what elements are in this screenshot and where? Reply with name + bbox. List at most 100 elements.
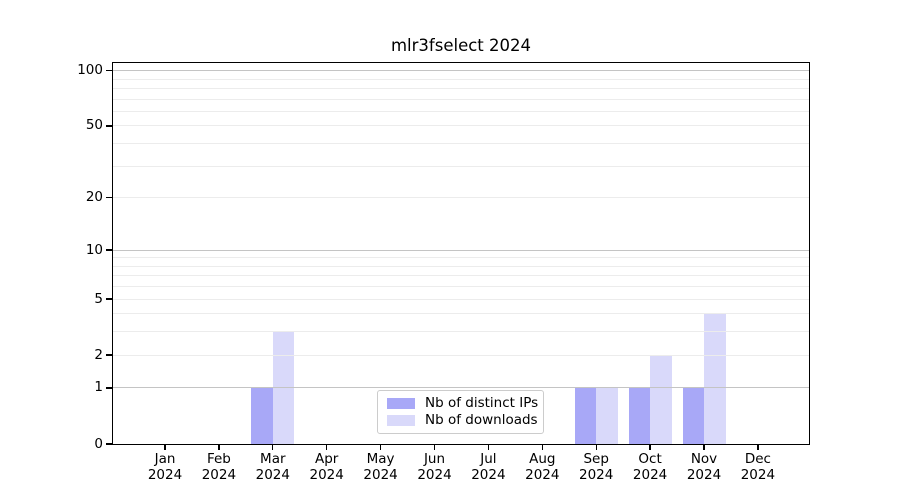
grid-line-minor (113, 313, 809, 315)
y-tick-label: 20 (85, 189, 103, 206)
x-tick (649, 444, 651, 450)
x-tick (703, 444, 705, 450)
x-tick-label-month: Aug (529, 451, 556, 467)
bar-downloads (596, 387, 618, 444)
grid-line-major (113, 387, 809, 389)
y-tick-label: 50 (85, 117, 103, 134)
x-tick-label-month: Apr (315, 451, 339, 467)
grid-line-minor (113, 331, 809, 333)
grid-line-minor (113, 110, 809, 112)
x-tick-label-month: Sep (583, 451, 609, 467)
y-tick-label: 0 (94, 435, 103, 452)
x-tick-label: Oct 2024 (622, 451, 678, 483)
x-tick-label-month: Nov (690, 451, 718, 467)
x-tick (487, 444, 490, 450)
y-tick-label: 100 (77, 62, 103, 79)
x-tick-label-year: 2024 (471, 466, 506, 483)
x-tick-label-month: Dec (744, 451, 771, 467)
y-tick (106, 354, 113, 356)
grid-line-minor (113, 125, 809, 127)
x-tick-label-year: 2024 (147, 466, 183, 483)
grid-line-minor (113, 78, 809, 80)
x-tick-label-month: Jul (480, 451, 497, 467)
x-tick-label: Feb 2024 (191, 451, 247, 483)
bar-downloads (704, 313, 726, 444)
x-tick-label-year: 2024 (686, 466, 722, 483)
x-tick-label-year: 2024 (363, 466, 398, 483)
x-tick-label-month: Jan (154, 451, 176, 467)
y-tick-label: 2 (94, 346, 103, 363)
grid-line-major (113, 70, 809, 72)
x-tick (379, 444, 382, 450)
grid-line-minor (113, 298, 809, 300)
x-tick-label: Nov 2024 (676, 451, 732, 483)
x-tick (218, 444, 220, 450)
grid-line-minor (113, 143, 809, 145)
x-tick-label-year: 2024 (309, 466, 344, 483)
x-tick-label: Sep 2024 (568, 451, 624, 483)
y-tick (106, 387, 113, 389)
bar-downloads (650, 355, 672, 444)
x-tick-label-month: Jun (423, 451, 446, 467)
x-tick-label-year: 2024 (632, 466, 668, 483)
legend-item-distinct-ips: Nb of distinct IPs (387, 394, 539, 411)
x-tick-label-year: 2024 (740, 466, 776, 483)
grid-line-minor (113, 98, 809, 100)
grid-line-minor (113, 354, 809, 356)
y-tick (106, 298, 113, 300)
x-tick-label-year: 2024 (201, 466, 237, 483)
grid-line-major (113, 249, 809, 251)
x-tick-label: Jul 2024 (460, 451, 516, 483)
x-tick (595, 444, 597, 450)
plot-area: 0 1 2 5 10 20 50 100 Jan 2024 Feb 2024 Mar 2024 Apr 202… (77, 62, 809, 482)
x-tick-label: Apr 2024 (299, 451, 355, 483)
legend-label: Nb of distinct IPs (425, 394, 539, 411)
legend-swatch (387, 397, 415, 409)
grid-line-minor (113, 197, 809, 199)
y-tick-label: 1 (94, 379, 103, 396)
bar-distinct-ips (574, 387, 597, 444)
bar-distinct-ips (628, 387, 651, 444)
x-tick (326, 444, 328, 450)
grid-line-minor (113, 275, 809, 277)
x-tick-label-year: 2024 (255, 466, 290, 483)
x-tick-label: Dec 2024 (730, 451, 786, 483)
y-tick (106, 125, 113, 127)
legend-item-downloads: Nb of downloads (387, 412, 538, 429)
x-tick-label-month: Feb (206, 451, 231, 467)
x-tick (433, 444, 436, 450)
grid-line-minor (113, 165, 809, 167)
y-tick (106, 443, 113, 445)
bar-distinct-ips (682, 387, 704, 444)
grid-line-minor (113, 265, 809, 267)
x-tick-label-month: May (366, 451, 395, 467)
legend-swatch (387, 415, 415, 427)
bar-distinct-ips (251, 387, 273, 444)
x-tick-label: May 2024 (353, 451, 409, 483)
x-tick-label: Jun 2024 (407, 451, 463, 483)
y-tick-label: 5 (94, 290, 103, 307)
y-tick-label: 10 (85, 241, 103, 258)
grid-line-minor (113, 286, 809, 288)
grid-line-minor (113, 257, 809, 259)
y-tick (106, 249, 113, 251)
x-tick-label-year: 2024 (417, 466, 452, 483)
x-tick-label: Mar 2024 (245, 451, 301, 483)
x-tick-label: Aug 2024 (514, 451, 570, 483)
x-tick-label-month: Oct (638, 451, 662, 467)
legend-label: Nb of downloads (425, 412, 538, 429)
x-tick-label-month: Mar (260, 451, 286, 467)
legend: Nb of distinct IPs Nb of downloads (377, 390, 544, 434)
y-tick (106, 69, 113, 72)
x-tick-label-year: 2024 (525, 466, 560, 483)
x-tick (541, 444, 543, 450)
x-tick (272, 444, 274, 450)
chart-title: mlr3fselect 2024 (390, 36, 531, 55)
x-tick-label: Jan 2024 (137, 451, 193, 483)
grid-line-minor (113, 87, 809, 89)
y-tick (106, 197, 113, 199)
x-tick-label-year: 2024 (579, 466, 614, 483)
x-tick (757, 444, 759, 450)
x-tick (164, 444, 166, 450)
